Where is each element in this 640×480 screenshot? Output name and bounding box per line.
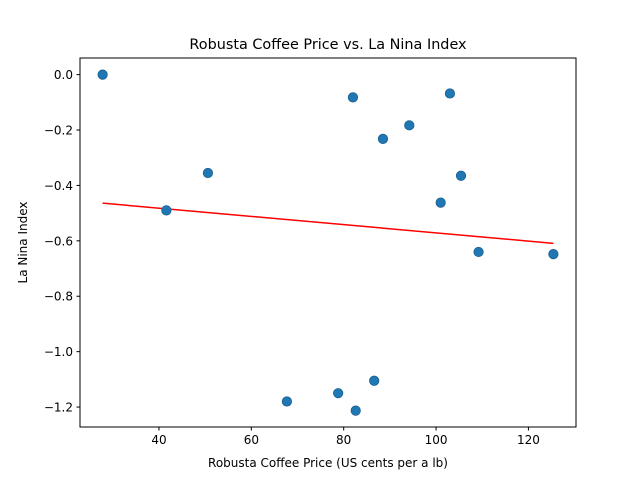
data-point	[455, 170, 467, 181]
data-point	[97, 69, 108, 80]
chart-title: Robusta Coffee Price vs. La Nina Index	[189, 37, 467, 53]
y-tick-label: −0.4	[44, 179, 73, 193]
y-tick-label: −1.2	[44, 401, 73, 415]
data-point	[281, 396, 292, 407]
data-point	[473, 246, 484, 258]
data-point	[347, 92, 359, 103]
x-tick-label: 100	[425, 433, 448, 447]
trendline-group	[102, 202, 554, 245]
x-axis-label: Robusta Coffee Price (US cents per a lb)	[208, 456, 448, 470]
x-tick-label: 40	[151, 433, 166, 447]
y-axis-label: La Nina Index	[16, 202, 30, 284]
points-group	[97, 69, 559, 416]
y-tick-label: −0.8	[44, 290, 73, 304]
data-point	[333, 388, 344, 399]
plot-area	[79, 57, 577, 428]
y-tick-label: 0.0	[54, 68, 73, 82]
x-tick-label: 80	[336, 433, 351, 447]
data-point	[435, 197, 446, 208]
x-axis: 40 60 80 100 120	[151, 427, 540, 447]
data-point	[161, 205, 172, 216]
y-tick-label: −1.0	[44, 345, 73, 359]
x-tick-label: 60	[244, 433, 259, 447]
y-tick-label: −0.2	[44, 124, 73, 138]
trend-line	[102, 202, 554, 245]
data-point	[350, 405, 361, 416]
x-tick-label: 120	[517, 433, 540, 447]
data-point	[377, 133, 389, 144]
y-axis: 0.0 −0.2 −0.4 −0.6 −0.8 −1.0 −1.2	[44, 68, 80, 415]
data-point	[369, 375, 380, 386]
data-point	[404, 120, 415, 131]
y-tick-label: −0.6	[44, 234, 73, 248]
data-point	[548, 249, 559, 260]
data-point	[202, 167, 214, 179]
data-point	[444, 88, 456, 99]
